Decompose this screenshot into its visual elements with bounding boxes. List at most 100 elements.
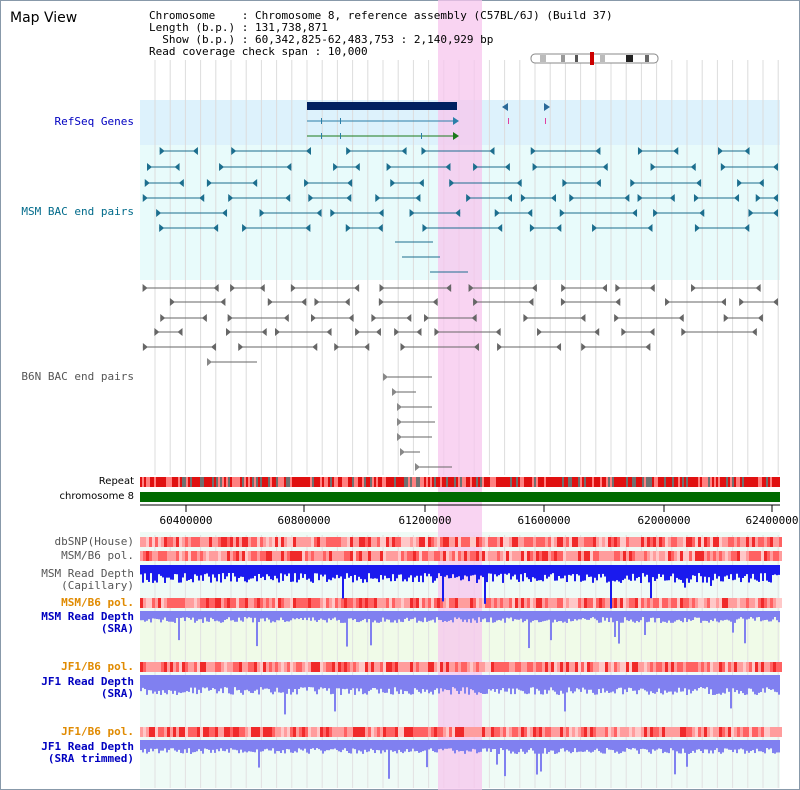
read-depth-bar [312,675,314,688]
read-depth-bar [166,611,168,621]
bac-end-marker [773,209,778,217]
read-depth-bar [544,740,546,749]
bac-end-marker [748,209,754,217]
chromosome-bar [140,492,780,502]
read-depth-bar [520,611,522,619]
track-label-chromosome[interactable]: chromosome 8 [59,491,134,502]
repeat-segment [692,477,694,487]
read-depth-bar [224,740,226,752]
polymorphism-cell [425,662,428,672]
track-label-msm-b6-pol-sra[interactable]: MSM/B6 pol. [61,596,134,609]
read-depth-bar [756,611,758,618]
read-depth-bar [760,565,762,574]
track-label-msm-depth-sra-1[interactable]: MSM Read Depth [41,610,134,623]
polymorphism-cell [629,662,632,672]
read-depth-bar [410,675,412,695]
read-depth-bar [306,565,308,580]
polymorphism-cell [443,662,446,672]
read-depth-bar [746,740,748,751]
read-depth-bar [514,740,516,754]
bac-end-marker [637,147,643,155]
bac-end-marker [156,209,162,217]
bac-end-marker [516,179,522,187]
read-depth-bar [432,611,434,620]
read-depth-bar [772,675,774,690]
read-depth-bar [654,675,656,694]
track-label-repeat[interactable]: Repeat [98,476,134,487]
read-depth-bar [648,611,650,622]
polymorphism-cell [551,662,554,672]
track-label-refseq[interactable]: RefSeq Genes [54,115,134,128]
read-depth-bar [148,740,150,752]
polymorphism-cell [617,551,620,561]
polymorphism-cell [650,662,653,672]
read-depth-bar [402,675,404,695]
read-depth-bar [618,675,620,688]
track-label-jf1-b6-pol[interactable]: JF1/B6 pol. [61,660,134,673]
polymorphism-cell [281,551,284,561]
read-depth-bar [490,611,492,618]
read-depth-bar [672,565,674,574]
bac-end-marker [665,298,671,306]
read-depth-bar [338,740,340,752]
track-label-jf1-b6-pol-2[interactable]: JF1/B6 pol. [61,725,134,738]
repeat-segment [282,477,284,487]
read-depth-bar [318,675,320,690]
read-depth-bar [356,675,358,689]
repeat-segment [678,477,680,487]
read-depth-bar [680,611,682,621]
polymorphism-cell [479,598,482,608]
polymorphism-cell [650,551,653,561]
polymorphism-cell [545,537,548,547]
read-depth-bar [178,611,180,641]
polymorphism-cell [338,537,341,547]
polymorphism-cell [683,727,686,737]
read-depth-bar [406,740,408,750]
read-depth-bar [374,565,376,579]
polymorphism-cell [749,537,752,547]
read-depth-bar [654,740,656,751]
polymorphism-cell [263,551,266,561]
read-depth-bar [760,740,762,752]
repeat-segment [622,477,624,487]
polymorphism-cell [557,551,560,561]
read-depth-bar [706,740,708,750]
read-depth-bar [464,675,466,694]
read-depth-bar [390,565,392,582]
read-depth-bar [764,565,766,574]
polymorphism-cell [278,727,281,737]
track-label-msm-depth-cap-1[interactable]: MSM Read Depth [41,567,134,580]
polymorphism-cell [203,551,206,561]
read-depth-bar [392,565,394,575]
read-depth-bar [324,611,326,621]
track-label-jf1-depth-sra-1[interactable]: JF1 Read Depth [41,675,134,688]
track-label-jf1-depth-trim-1[interactable]: JF1 Read Depth [41,740,134,753]
polymorphism-cell [395,551,398,561]
bac-end-marker [219,163,225,171]
repeat-segment [582,477,584,487]
polymorphism-cell [554,551,557,561]
read-depth-bar [540,611,542,623]
read-depth-bar [588,565,590,577]
track-label-b6n-bac[interactable]: B6N BAC end pairs [21,370,134,383]
read-depth-bar [712,611,714,622]
bac-end-marker [355,328,361,336]
read-depth-bar [380,611,382,622]
polymorphism-cell [302,662,305,672]
read-depth-bar [468,740,470,752]
read-depth-bar [452,740,454,751]
read-depth-bar [530,740,532,749]
track-label-msm-b6-pol[interactable]: MSM/B6 pol. [61,549,134,562]
read-depth-bar [600,675,602,694]
read-depth-bar [414,675,416,689]
read-depth-bar [290,675,292,695]
read-depth-bar [222,675,224,694]
read-depth-bar [446,740,448,749]
track-label-dbsnp[interactable]: dbSNP(House) [54,535,134,548]
track-label-msm-bac[interactable]: MSM BAC end pairs [21,205,134,218]
polymorphism-cell [716,727,719,737]
polymorphism-cell [260,537,263,547]
polymorphism-cell [761,598,764,608]
polymorphism-cell [677,551,680,561]
